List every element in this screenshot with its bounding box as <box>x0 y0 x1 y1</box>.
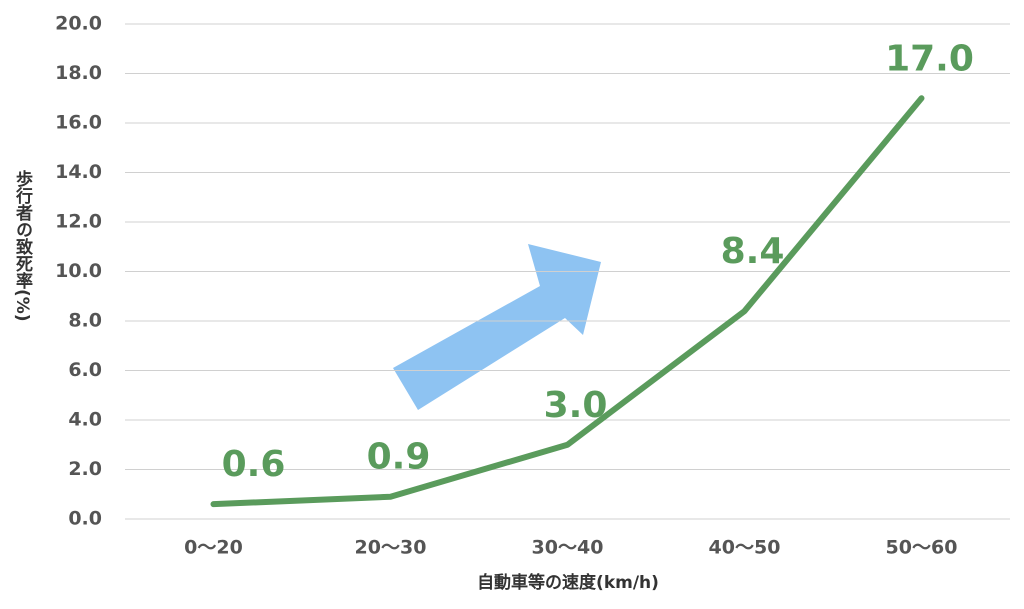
y-tick-label: 0.0 <box>68 508 102 530</box>
y-tick-label: 16.0 <box>55 112 102 134</box>
y-tick-label: 14.0 <box>55 161 102 183</box>
x-tick-label: 0〜20 <box>184 537 243 559</box>
y-axis-title: 歩行者の致死率(%) <box>12 169 34 322</box>
y-tick-label: 18.0 <box>55 62 102 84</box>
y-tick-label: 10.0 <box>55 260 102 282</box>
data-label: 0.6 <box>222 444 286 485</box>
x-axis-title: 自動車等の速度(km/h) <box>477 572 659 593</box>
y-tick-label: 20.0 <box>55 13 102 35</box>
y-tick-label: 12.0 <box>55 211 102 233</box>
y-tick-label: 2.0 <box>68 458 102 480</box>
x-tick-label: 50〜60 <box>886 537 958 559</box>
y-tick-label: 4.0 <box>68 409 102 431</box>
y-tick-label: 6.0 <box>68 359 102 381</box>
data-label: 17.0 <box>885 38 974 79</box>
x-tick-label: 20〜30 <box>355 537 427 559</box>
data-label: 3.0 <box>544 385 608 426</box>
x-tick-label: 40〜50 <box>709 537 781 559</box>
data-label: 0.9 <box>367 437 431 478</box>
x-tick-label: 30〜40 <box>532 537 604 559</box>
trend-arrow <box>393 244 601 410</box>
y-tick-label: 8.0 <box>68 310 102 332</box>
data-label: 8.4 <box>721 231 785 272</box>
data-line <box>210 95 925 508</box>
